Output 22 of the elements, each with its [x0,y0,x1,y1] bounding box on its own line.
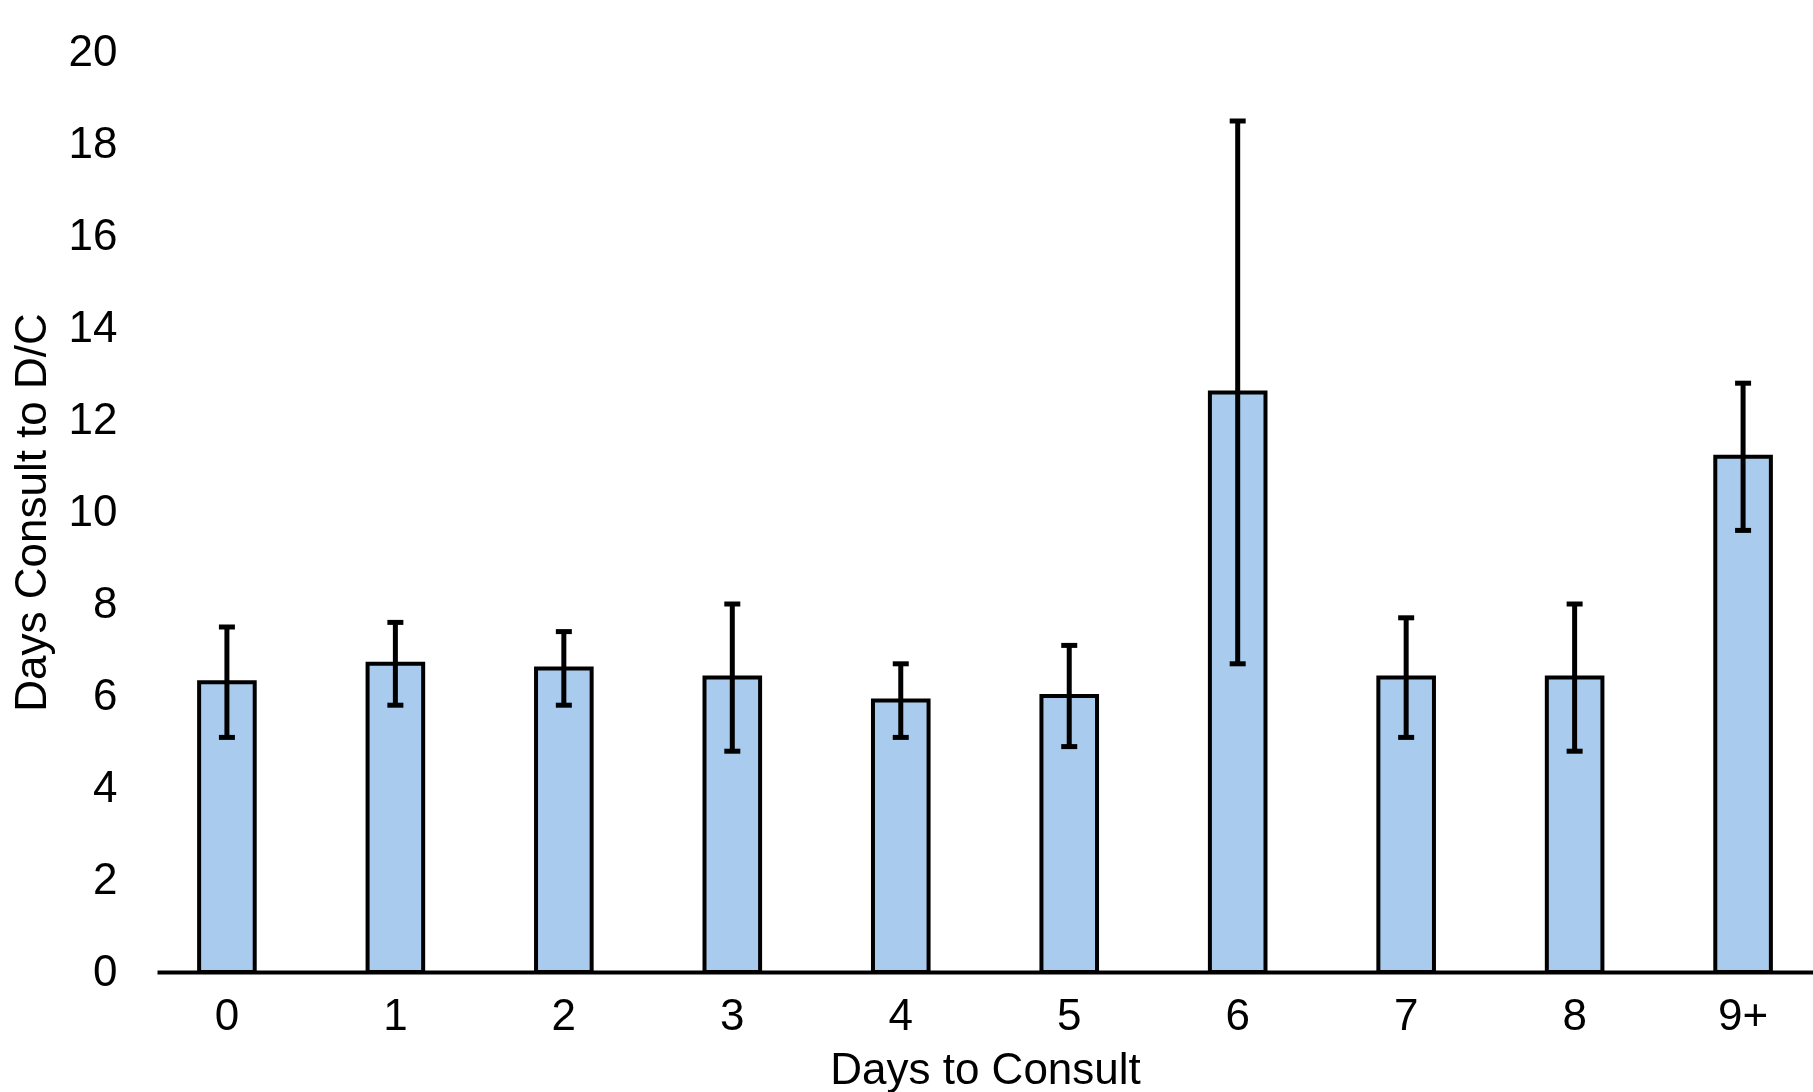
y-tick-label: 20 [68,25,118,75]
y-tick-label: 16 [68,209,118,259]
y-tick-label: 0 [93,945,118,995]
y-axis-title: Days Consult to D/C [5,313,55,712]
y-tick-label: 8 [93,577,118,627]
y-tick-label: 6 [93,669,118,719]
x-tick-label: 8 [1562,989,1587,1039]
y-tick-label: 14 [68,301,118,351]
y-tick-label: 2 [93,853,118,903]
x-tick-label: 6 [1225,989,1250,1039]
y-tick-label: 18 [68,117,118,167]
y-tick-label: 4 [93,761,118,811]
x-tick-label: 4 [888,989,914,1039]
x-tick-label: 9+ [1718,989,1769,1039]
x-tick-label: 3 [720,989,745,1039]
x-tick-label: 7 [1393,989,1419,1039]
y-tick-label: 10 [68,485,118,535]
x-tick-label: 1 [383,989,408,1039]
x-tick-label: 0 [214,989,240,1039]
y-tick-label: 12 [68,393,118,443]
x-tick-label: 2 [551,989,577,1039]
x-tick-label: 5 [1056,989,1082,1039]
